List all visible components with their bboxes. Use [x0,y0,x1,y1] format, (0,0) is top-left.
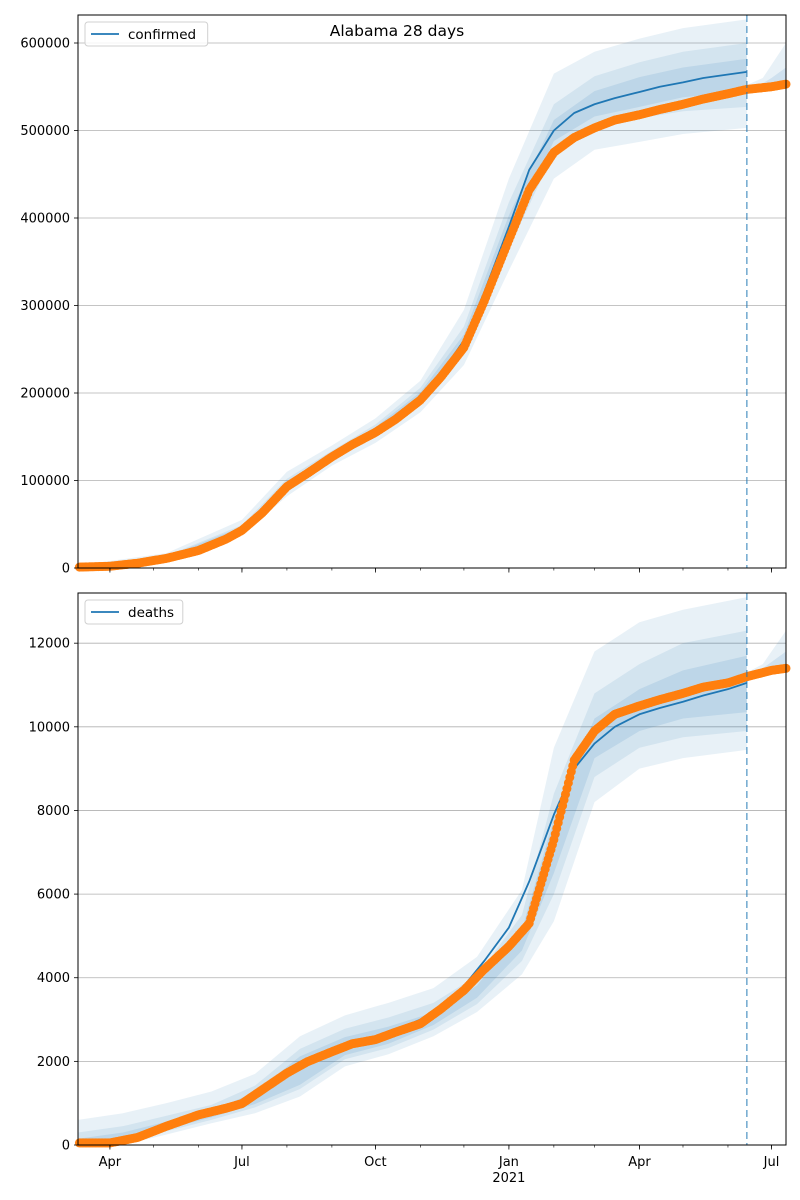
confirmed-legend: confirmed [84,21,209,47]
deaths-gridlines [78,642,786,1062]
uncertainty-band-inner [78,655,747,1145]
y-tick-label: 100000 [20,474,70,489]
y-tick-label: 500000 [20,124,70,139]
y-tick-label: 10000 [29,720,70,735]
y-tick-label: 0 [62,1139,70,1154]
confirmed-axis-ticks: 0 100000 200000 300000 400000 500000 600000 [20,37,772,577]
x-tick-label: Oct [364,1155,386,1170]
confirmed-axes-frame [77,14,787,569]
x-tick-label: Jan [498,1155,519,1170]
legend-box [84,21,209,47]
y-tick-label: 600000 [20,37,70,52]
y-tick-label: 12000 [29,637,70,652]
x-tick-year-label: 2021 [492,1171,525,1186]
x-tick-label: Apr [99,1155,122,1170]
forecast-band-outer [746,43,786,92]
deaths-observed-points [74,663,791,1148]
y-tick-label: 2000 [37,1055,70,1070]
x-tick-label: Apr [628,1155,651,1170]
deaths-axis-ticks: 0 2000 4000 6000 8000 10000 12000 Apr Jul Oct Jan2… [29,637,780,1186]
uncertainty-band-outer [78,19,747,568]
uncertainty-band-outer [78,597,747,1145]
x-tick-label: Jul [763,1155,780,1170]
deaths-axes-frame [77,592,787,1146]
y-tick-label: 200000 [20,387,70,402]
y-tick-label: 6000 [37,888,70,903]
y-tick-label: 8000 [37,804,70,819]
x-tick-label: Jul [233,1155,250,1170]
y-tick-label: 0 [62,562,70,577]
legend-box [84,599,184,625]
uncertainty-band-middle [78,43,747,568]
confirmed-observed-points [74,79,791,572]
deaths-legend: deaths [84,599,184,625]
figure-title: Alabama 28 days [330,22,465,40]
deaths-panel: 0 2000 4000 6000 8000 10000 12000 Apr Jul Oct Jan2… [29,592,791,1186]
legend-label: deaths [128,605,174,621]
y-tick-label: 400000 [20,212,70,227]
y-tick-label: 300000 [20,299,70,314]
y-tick-label: 4000 [37,971,70,986]
legend-label: confirmed [128,27,196,43]
confirmed-panel: 0 100000 200000 300000 400000 500000 600000 co… [20,14,791,577]
